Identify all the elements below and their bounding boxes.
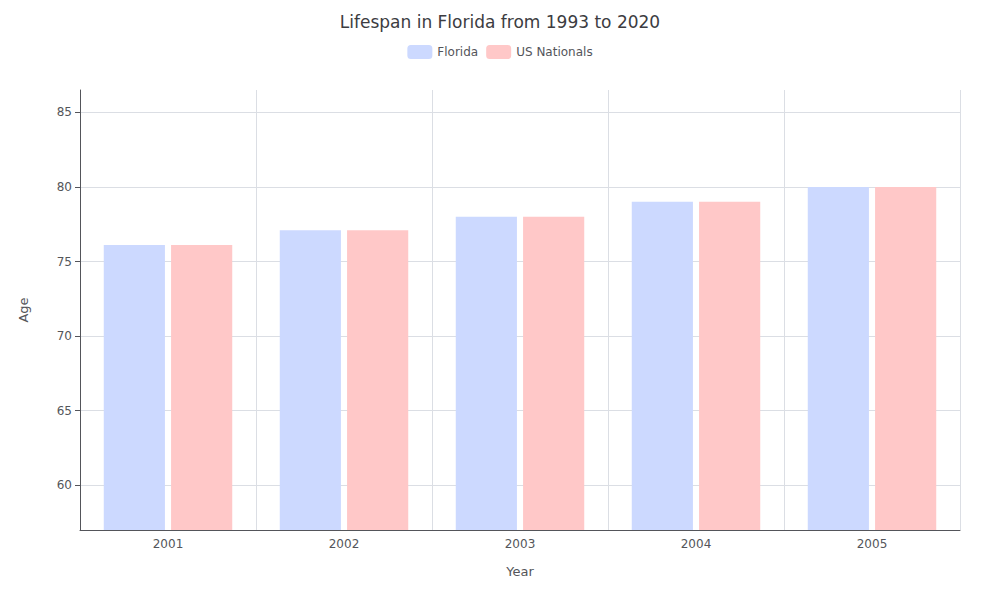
svg-text:US Nationals: US Nationals <box>516 45 592 59</box>
svg-text:Year: Year <box>505 564 534 579</box>
svg-text:Age: Age <box>16 297 31 322</box>
svg-text:75: 75 <box>57 255 72 269</box>
svg-text:60: 60 <box>57 478 72 492</box>
svg-text:Lifespan in Florida from 1993: Lifespan in Florida from 1993 to 2020 <box>340 12 660 32</box>
svg-text:2005: 2005 <box>857 537 888 551</box>
svg-text:70: 70 <box>57 329 72 343</box>
svg-text:2002: 2002 <box>329 537 360 551</box>
svg-text:2001: 2001 <box>153 537 184 551</box>
svg-text:85: 85 <box>57 105 72 119</box>
svg-text:65: 65 <box>57 404 72 418</box>
svg-text:Florida: Florida <box>437 45 478 59</box>
svg-text:2004: 2004 <box>681 537 712 551</box>
svg-text:2003: 2003 <box>505 537 536 551</box>
svg-text:80: 80 <box>57 180 72 194</box>
